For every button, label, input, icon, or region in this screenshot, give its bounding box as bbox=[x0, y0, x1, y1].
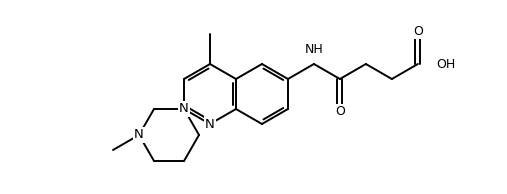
Text: NH: NH bbox=[305, 43, 323, 56]
Text: O: O bbox=[413, 25, 423, 38]
Text: N: N bbox=[134, 128, 144, 141]
Text: O: O bbox=[335, 105, 345, 118]
Text: N: N bbox=[179, 102, 189, 115]
Text: N: N bbox=[205, 118, 215, 131]
Text: OH: OH bbox=[436, 57, 455, 70]
